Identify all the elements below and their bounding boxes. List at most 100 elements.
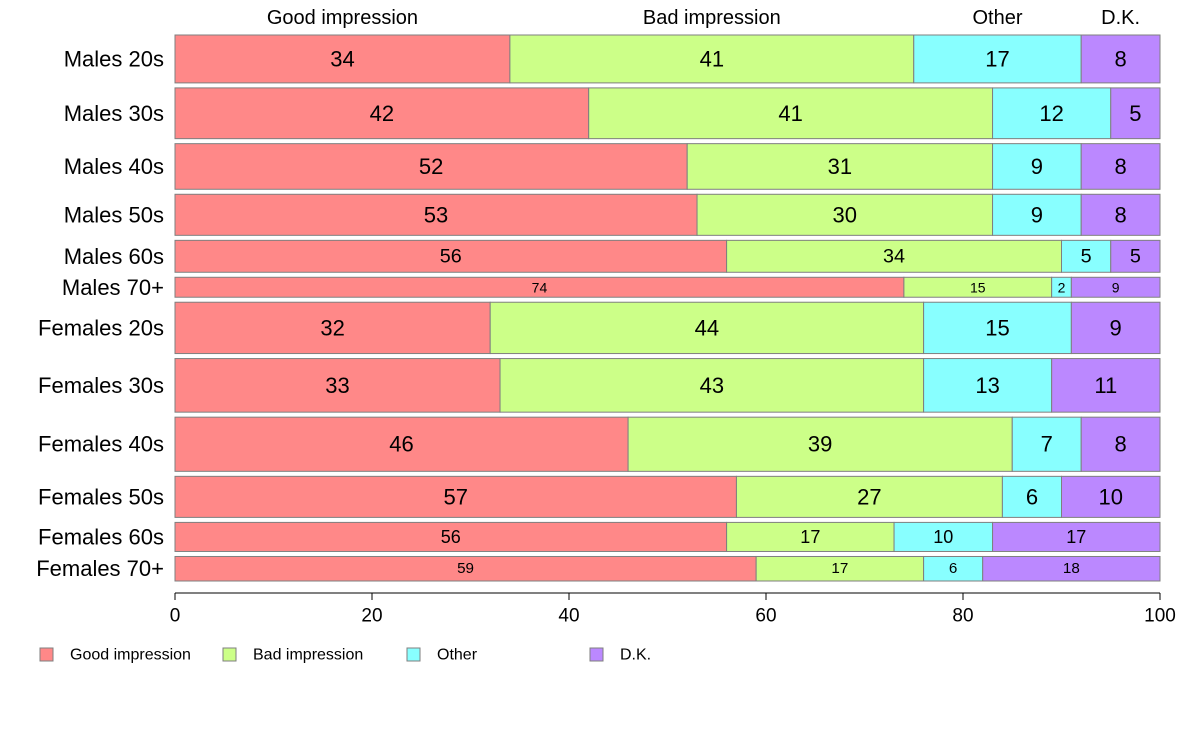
- data-label: 6: [1026, 484, 1038, 509]
- data-label: 34: [883, 245, 905, 267]
- data-label: 44: [695, 315, 719, 340]
- x-tick-label: 0: [170, 606, 181, 627]
- bar-segment: [1080, 416, 1161, 472]
- data-label: 10: [933, 527, 953, 547]
- bar-segment: [992, 521, 1161, 552]
- data-label: 41: [778, 101, 802, 126]
- x-tick-label: 60: [755, 606, 776, 627]
- bar-segment: [1061, 475, 1161, 518]
- legend-label: D.K.: [620, 647, 651, 664]
- bar-segment: [923, 301, 1072, 355]
- data-label: 27: [857, 484, 881, 509]
- bar-segment: [174, 143, 688, 190]
- bar-segment: [686, 143, 994, 190]
- bar-segment: [1110, 87, 1161, 140]
- data-label: 9: [1112, 279, 1120, 295]
- data-label: 59: [457, 560, 474, 577]
- category-label: Females 20s: [38, 315, 164, 340]
- category-label: Females 50s: [38, 484, 164, 509]
- category-label: Males 50s: [64, 202, 164, 227]
- data-label: 34: [330, 46, 354, 71]
- bar-segment: [1001, 475, 1063, 518]
- bar-segment: [726, 521, 895, 552]
- legend-label: Bad impression: [253, 647, 363, 664]
- data-label: 17: [831, 560, 848, 577]
- column-header: D.K.: [1101, 7, 1140, 29]
- x-tick-label: 80: [952, 606, 973, 627]
- bar-segment: [489, 301, 925, 355]
- category-label: Males 40s: [64, 154, 164, 179]
- column-header: Other: [972, 7, 1022, 29]
- data-label: 56: [441, 527, 461, 547]
- data-label: 74: [532, 279, 548, 295]
- bar-segment: [1051, 358, 1161, 413]
- bar-segment: [174, 555, 757, 582]
- bar-segment: [174, 239, 728, 273]
- bar-segment: [174, 521, 728, 552]
- data-label: 2: [1058, 279, 1066, 295]
- data-label: 18: [1063, 560, 1080, 577]
- data-label: 5: [1081, 245, 1092, 267]
- category-label: Males 30s: [64, 101, 164, 126]
- category-label: Females 40s: [38, 432, 164, 457]
- category-label: Males 20s: [64, 46, 164, 71]
- data-label: 41: [700, 46, 724, 71]
- bar-segment: [923, 358, 1053, 413]
- category-label: Females 30s: [38, 373, 164, 398]
- category-label: Males 60s: [64, 244, 164, 269]
- data-label: 15: [985, 315, 1009, 340]
- data-label: 12: [1039, 101, 1063, 126]
- legend-swatch: [39, 647, 54, 662]
- data-label: 17: [1066, 527, 1086, 547]
- bar-segment: [174, 475, 737, 518]
- bar-segment: [174, 193, 698, 236]
- data-label: 46: [389, 432, 413, 457]
- data-label: 13: [975, 373, 999, 398]
- data-label: 9: [1031, 154, 1043, 179]
- legend-label: Good impression: [70, 647, 191, 664]
- data-label: 8: [1114, 202, 1126, 227]
- data-label: 39: [808, 432, 832, 457]
- bar-segment: [588, 87, 994, 140]
- data-label: 9: [1031, 202, 1043, 227]
- bar-segment: [1080, 193, 1161, 236]
- bar-segment: [1070, 276, 1161, 298]
- bar-segment: [1070, 301, 1161, 355]
- data-label: 6: [949, 560, 957, 577]
- data-label: 52: [419, 154, 443, 179]
- data-label: 5: [1129, 101, 1141, 126]
- bar-segment: [509, 34, 915, 84]
- legend-swatch: [222, 647, 237, 662]
- data-label: 43: [700, 373, 724, 398]
- bar-segment: [1080, 143, 1161, 190]
- data-label: 5: [1130, 245, 1141, 267]
- bar-segment: [174, 416, 629, 472]
- legend-label: Other: [437, 647, 478, 664]
- data-label: 31: [828, 154, 852, 179]
- bar-segment: [1011, 416, 1082, 472]
- bar-segment: [696, 193, 994, 236]
- data-label: 32: [320, 315, 344, 340]
- column-header: Bad impression: [643, 7, 781, 29]
- bar-segment: [174, 301, 491, 355]
- column-header: Good impression: [267, 7, 418, 29]
- x-tick-label: 100: [1144, 606, 1176, 627]
- bar-segment: [1080, 34, 1161, 84]
- data-label: 17: [985, 46, 1009, 71]
- data-label: 17: [800, 527, 820, 547]
- data-label: 11: [1094, 373, 1117, 398]
- data-label: 10: [1099, 484, 1123, 509]
- category-label: Females 70+: [36, 556, 164, 581]
- data-label: 42: [370, 101, 394, 126]
- legend-swatch: [406, 647, 421, 662]
- bar-segment: [726, 239, 1062, 273]
- data-label: 7: [1041, 432, 1053, 457]
- data-label: 57: [443, 484, 467, 509]
- bar-segment: [755, 555, 925, 582]
- data-label: 8: [1114, 154, 1126, 179]
- bar-segment: [499, 358, 925, 413]
- bar-segment: [913, 34, 1082, 84]
- x-tick-label: 40: [558, 606, 579, 627]
